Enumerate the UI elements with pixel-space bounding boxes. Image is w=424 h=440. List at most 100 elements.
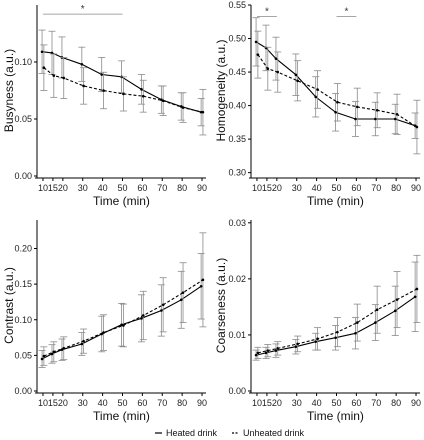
data-point	[334, 110, 337, 114]
data-point	[80, 62, 84, 66]
data-point	[42, 354, 46, 358]
x-tick-label: 60	[137, 398, 147, 408]
data-point	[201, 110, 205, 114]
data-point	[374, 321, 377, 324]
data-point	[393, 309, 397, 313]
y-tick-label: 0.10	[14, 315, 32, 325]
series-line-heated	[255, 296, 416, 356]
significance-star: *	[81, 4, 85, 15]
data-point	[354, 117, 357, 121]
x-tick-label: 80	[177, 183, 187, 193]
x-tick-label: 30	[292, 398, 302, 408]
data-point	[415, 287, 419, 291]
x-tick-label: 20	[58, 398, 68, 408]
data-point	[336, 330, 339, 334]
data-point	[274, 349, 278, 352]
y-tick-label: 0.35	[228, 134, 246, 144]
data-point	[201, 278, 205, 282]
x-tick-label: 90	[411, 398, 421, 408]
data-point	[294, 73, 298, 77]
x-axis-label: Time (min)	[93, 409, 150, 423]
data-point	[413, 295, 417, 299]
data-point	[276, 70, 280, 74]
y-tick-label: 0.20	[14, 244, 32, 254]
data-point	[274, 57, 278, 60]
data-point	[254, 40, 258, 44]
y-tick-label: 0.30	[228, 168, 246, 178]
x-tick-label: 80	[391, 398, 401, 408]
data-point	[52, 74, 56, 77]
y-tick-label: 0.05	[14, 114, 32, 124]
data-point	[395, 298, 399, 301]
y-tick-label: 0.05	[14, 350, 32, 360]
data-point	[122, 324, 125, 327]
series-line-unheated	[43, 67, 204, 113]
x-tick-label: 30	[78, 183, 88, 193]
data-point	[181, 291, 185, 294]
y-tick-label: 0.10	[14, 57, 32, 67]
x-tick-label: 40	[312, 398, 322, 408]
data-point	[141, 94, 145, 98]
x-tick-label: 40	[98, 183, 108, 193]
data-point	[276, 347, 280, 350]
y-axis-label: Contrast (a.u.)	[2, 267, 16, 344]
data-point	[415, 125, 419, 129]
data-point	[42, 66, 46, 69]
data-point	[140, 88, 143, 91]
data-point	[266, 349, 270, 352]
y-axis-label: Busyness (a.u.)	[2, 49, 16, 132]
x-tick-label: 50	[117, 398, 127, 408]
y-tick-label: 0.00	[228, 386, 246, 396]
data-point	[179, 298, 183, 302]
legend: Heated drink Unheated drink	[155, 428, 305, 438]
data-point	[316, 88, 319, 91]
x-tick-label: 90	[197, 398, 207, 408]
data-point	[80, 342, 84, 346]
x-tick-label: 15	[262, 183, 272, 193]
data-point	[82, 84, 85, 88]
data-point	[266, 67, 270, 71]
data-point	[334, 336, 337, 340]
data-point	[161, 99, 165, 103]
x-tick-label: 70	[371, 398, 381, 408]
chart-panel-3: 0.00 0.05 0.10 0.15 0.20 10 15 20 30 40 50 60 70 80 90…	[2, 220, 207, 423]
y-tick-label: 0.40	[228, 101, 246, 111]
y-tick-label: 0.50	[228, 34, 246, 44]
y-tick-label: 0.03	[228, 218, 246, 228]
legend-label-heated: Heated drink	[166, 428, 218, 438]
x-tick-label: 40	[98, 398, 108, 408]
x-tick-label: 30	[292, 183, 302, 193]
x-tick-label: 10	[252, 398, 262, 408]
x-tick-label: 10	[38, 398, 48, 408]
x-tick-label: 50	[117, 183, 127, 193]
data-point	[355, 105, 359, 109]
x-tick-label: 80	[391, 183, 401, 193]
x-tick-label: 20	[272, 183, 282, 193]
chart-panel-4: 0.00 0.01 0.02 0.03 10 15 20 30 40 50 60 70 80 90 Time…	[214, 218, 421, 423]
data-point	[102, 331, 105, 334]
data-point	[393, 117, 397, 121]
data-point	[161, 303, 165, 307]
x-axis-label: Time (min)	[307, 194, 364, 208]
x-tick-label: 90	[411, 183, 421, 193]
data-point	[375, 308, 379, 312]
x-tick-label: 70	[157, 398, 167, 408]
chart-panel-1: 0.00 0.05 0.10 10 15 20 30 40 50 60 70 80 90 Time (mi…	[2, 4, 207, 208]
x-axis-label: Time (min)	[307, 409, 364, 423]
data-point	[296, 342, 299, 346]
data-point	[102, 89, 105, 92]
data-point	[314, 340, 318, 343]
data-point	[314, 95, 318, 99]
significance-star: *	[344, 6, 348, 17]
y-tick-label: 0.00	[14, 386, 32, 396]
x-tick-label: 30	[78, 398, 88, 408]
data-point	[100, 73, 104, 76]
y-tick-label: 0.55	[228, 0, 246, 10]
data-point	[122, 92, 125, 96]
series-line-heated	[255, 41, 416, 127]
x-tick-label: 90	[197, 183, 207, 193]
x-tick-label: 60	[137, 183, 147, 193]
data-point	[256, 351, 260, 355]
data-point	[355, 321, 359, 324]
